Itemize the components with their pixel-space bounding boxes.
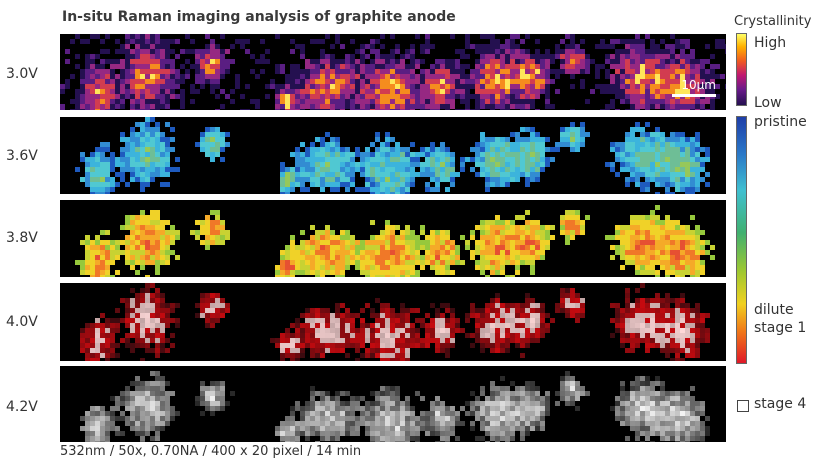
figure-title: In-situ Raman imaging analysis of graphi… [62, 9, 456, 25]
legend-label-stage4: stage 4 [754, 396, 807, 412]
raman-map-3-6v-pixels [75, 117, 710, 194]
legend-label-dilute: dilute [754, 302, 794, 318]
legend-label-low: Low [754, 95, 782, 111]
row-label-4-0v: 4.0V [6, 314, 38, 330]
scale-bar-label: 10µm [681, 78, 716, 92]
raman-map-3-0v: 10µm [60, 34, 726, 110]
raman-map-4-2v-pixels [80, 371, 710, 442]
raman-map-4-2v [60, 366, 726, 442]
row-label-4-2v: 4.2V [6, 399, 38, 415]
raman-map-3-8v-pixels [75, 205, 715, 277]
row-label-3-0v: 3.0V [6, 66, 38, 82]
raman-map-4-0v-pixels [80, 283, 710, 361]
legend-label-stage1: stage 1 [754, 320, 807, 336]
legend-label-high: High [754, 35, 787, 51]
stage4-swatch-icon [737, 400, 749, 412]
raman-map-4-0v [60, 283, 726, 361]
acquisition-parameters: 532nm / 50x, 0.70NA / 400 x 20 pixel / 1… [60, 444, 362, 459]
legend-title-crystallinity: Crystallinity [734, 14, 812, 29]
raman-map-3-8v [60, 200, 726, 277]
lithiation-stage-colorbar [736, 116, 747, 364]
raman-map-3-6v [60, 117, 726, 194]
crystallinity-colorbar [736, 33, 747, 106]
row-label-3-8v: 3.8V [6, 230, 38, 246]
row-label-3-6v: 3.6V [6, 148, 38, 164]
scale-bar [672, 94, 716, 97]
legend-label-pristine: pristine [754, 114, 807, 130]
raman-map-3-0v-pixels [60, 34, 726, 110]
